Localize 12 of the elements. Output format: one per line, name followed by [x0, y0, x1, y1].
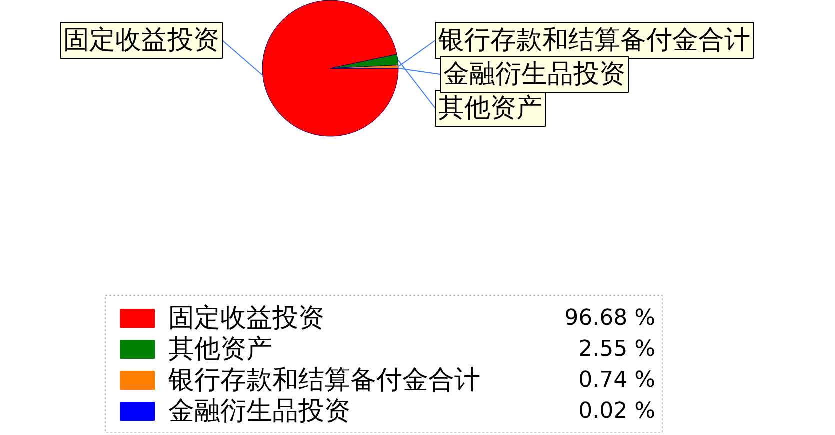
legend-label: 其他资产: [168, 334, 272, 364]
slice-label: 其他资产: [438, 94, 542, 124]
slice-label: 银行存款和结算备付金合计: [438, 26, 750, 56]
data-label: 2.55 %: [578, 337, 656, 362]
slice-label: 固定收益投资: [64, 26, 220, 56]
data-label: 0.74 %: [578, 368, 656, 393]
legend-label: 金融衍生品投资: [168, 396, 350, 426]
data-label: 96.68 %: [564, 306, 656, 331]
slice-label: 金融衍生品投资: [444, 60, 626, 90]
legend-label: 银行存款和结算备付金合计: [168, 366, 480, 396]
legend-label: 固定收益投资: [168, 304, 324, 334]
data-label: 0.02 %: [578, 399, 656, 424]
